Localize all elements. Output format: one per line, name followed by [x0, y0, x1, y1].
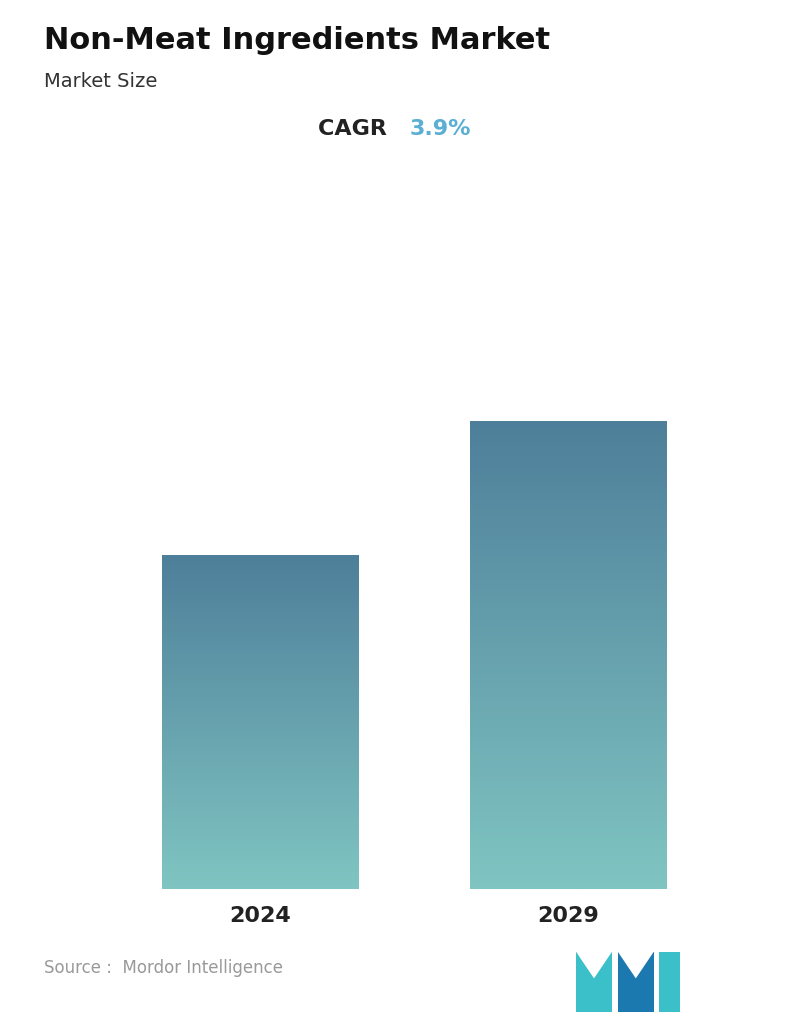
Text: 3.9%: 3.9%: [410, 119, 471, 139]
Polygon shape: [618, 951, 654, 1012]
Text: Non-Meat Ingredients Market: Non-Meat Ingredients Market: [44, 26, 550, 55]
Polygon shape: [576, 951, 612, 978]
Text: CAGR: CAGR: [318, 119, 403, 139]
Polygon shape: [576, 951, 612, 1012]
Text: Source :  Mordor Intelligence: Source : Mordor Intelligence: [44, 960, 283, 977]
Polygon shape: [618, 951, 654, 978]
Polygon shape: [658, 951, 680, 1012]
Text: Market Size: Market Size: [44, 72, 157, 91]
